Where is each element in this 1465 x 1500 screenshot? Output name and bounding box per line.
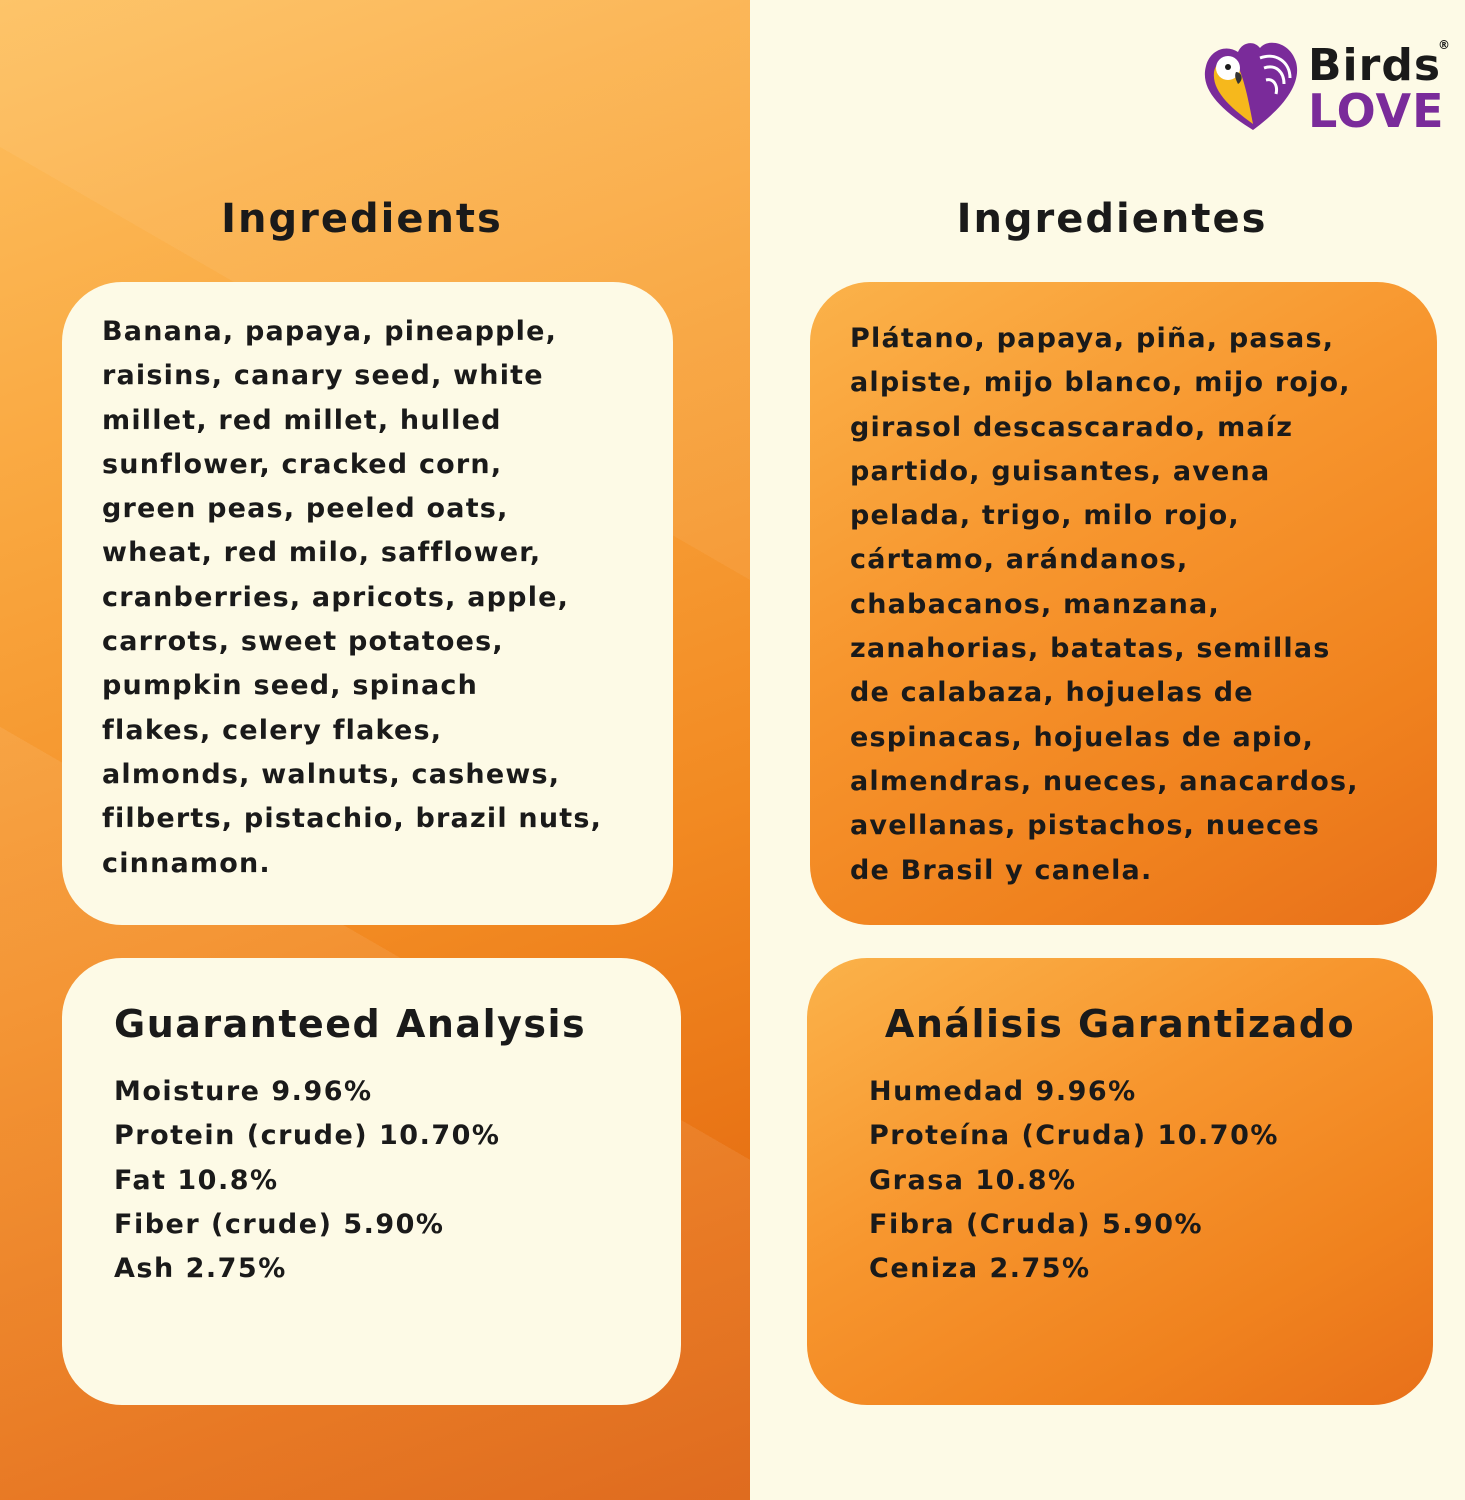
ingredient-line: almonds, walnuts, cashews,: [102, 758, 561, 790]
ingredient-line: Banana, papaya, pineapple,: [102, 316, 558, 347]
ingredient-line: alpiste, mijo blanco, mijo rojo,: [850, 367, 1351, 399]
ingredient-line: green peas, peeled oats,: [102, 493, 509, 525]
analysis-line: Moisture 9.96%: [114, 1076, 373, 1107]
analysis-card-es: Análisis Garantizado Humedad 9.96% Prote…: [807, 958, 1433, 1405]
ingredients-card-es: Plátano, papaya, piña, pasas, alpiste, m…: [810, 282, 1437, 925]
analysis-line: Fiber (crude) 5.90%: [114, 1208, 445, 1240]
analysis-line: Humedad 9.96%: [869, 1076, 1137, 1107]
ingredient-line: de Brasil y canela.: [850, 854, 1153, 886]
registered-mark: ®: [1438, 38, 1450, 52]
ingredient-line: zanahorias, batatas, semillas: [850, 633, 1331, 665]
ingredient-line: carrots, sweet potatoes,: [102, 626, 504, 658]
analysis-line: Protein (crude) 10.70%: [114, 1120, 501, 1152]
logo-text-birds: Birds: [1308, 40, 1442, 91]
parrot-heart-icon: [1204, 42, 1298, 130]
ingredient-line: pumpkin seed, spinach: [102, 670, 479, 702]
ingredient-line: pelada, trigo, milo rojo,: [850, 500, 1240, 532]
analysis-line: Fibra (Cruda) 5.90%: [869, 1208, 1204, 1240]
ingredient-line: avellanas, pistachos, nueces: [850, 810, 1321, 842]
ingredient-line: chabacanos, manzana,: [850, 588, 1220, 620]
ingredient-line: raisins, canary seed, white: [102, 360, 544, 392]
analysis-line: Fat 10.8%: [114, 1164, 279, 1196]
ingredient-line: partido, guisantes, avena: [850, 455, 1271, 487]
analysis-line: Ceniza 2.75%: [869, 1253, 1091, 1285]
ingredient-line: de calabaza, hojuelas de: [850, 677, 1254, 709]
analysis-title-en: Guaranteed Analysis: [114, 1002, 587, 1046]
ingredient-line: millet, red millet, hulled: [102, 404, 502, 436]
ingredient-line: cártamo, arándanos,: [850, 544, 1189, 576]
ingredient-line: flakes, celery flakes,: [102, 714, 443, 746]
analysis-title-es: Análisis Garantizado: [884, 1002, 1356, 1046]
ingredients-heading-en: Ingredients: [221, 196, 503, 242]
ingredient-line: wheat, red milo, safflower,: [102, 537, 542, 569]
ingredient-line: cinnamon.: [102, 847, 271, 879]
ingredients-card-en: Banana, papaya, pineapple, raisins, cana…: [62, 282, 673, 925]
birds-love-logo: Birds ® LOVE: [1198, 38, 1458, 138]
ingredient-line: cranberries, apricots, apple,: [102, 581, 570, 613]
ingredient-line: almendras, nueces, anacardos,: [850, 765, 1359, 797]
ingredient-line: girasol descascarado, maíz: [850, 411, 1294, 443]
ingredients-heading-es: Ingredientes: [956, 196, 1268, 242]
analysis-card-en: Guaranteed Analysis Moisture 9.96% Prote…: [62, 958, 681, 1405]
ingredient-line: Plátano, papaya, piña, pasas,: [850, 323, 1335, 354]
analysis-line: Ash 2.75%: [114, 1253, 287, 1285]
analysis-line: Proteína (Cruda) 10.70%: [869, 1120, 1279, 1152]
ingredient-line: filberts, pistachio, brazil nuts,: [102, 803, 603, 835]
analysis-line: Grasa 10.8%: [869, 1164, 1077, 1196]
ingredient-line: espinacas, hojuelas de apio,: [850, 721, 1315, 753]
ingredient-line: sunflower, cracked corn,: [102, 448, 503, 480]
logo-text-love: LOVE: [1308, 84, 1445, 138]
